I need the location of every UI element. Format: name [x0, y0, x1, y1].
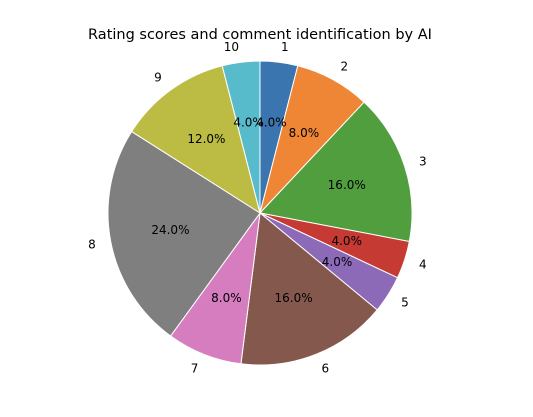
pct-label-10: 4.0%	[233, 116, 264, 130]
pct-label-2: 8.0%	[289, 126, 320, 140]
pct-label-9: 12.0%	[187, 132, 225, 146]
category-label-2: 2	[341, 59, 349, 73]
category-label-9: 9	[154, 71, 162, 85]
pct-label-5: 4.0%	[322, 255, 353, 269]
category-label-6: 6	[322, 361, 330, 375]
category-label-5: 5	[401, 296, 409, 310]
chart-title: Rating scores and comment identification…	[88, 27, 432, 43]
pie-slice-10	[221, 60, 261, 214]
pct-label-8: 24.0%	[151, 223, 189, 237]
category-label-4: 4	[419, 258, 427, 272]
category-label-8: 8	[88, 237, 96, 251]
category-label-1: 1	[281, 40, 289, 54]
category-label-7: 7	[191, 361, 199, 375]
pct-label-6: 16.0%	[275, 291, 313, 305]
category-labels: 1 2 3 4 5 6 7 8 9 10	[88, 40, 427, 375]
pct-label-1: 4.0%	[256, 116, 287, 130]
pie-slice-6	[240, 212, 378, 366]
category-label-3: 3	[419, 154, 427, 168]
pie-slice-8	[107, 130, 261, 337]
category-label-10: 10	[224, 40, 239, 54]
pct-label-4: 4.0%	[331, 234, 362, 248]
pct-label-7: 8.0%	[211, 291, 242, 305]
pie-slices	[107, 60, 413, 366]
percentage-labels: 4.0%8.0%16.0%4.0%4.0%16.0%8.0%24.0%12.0%…	[151, 116, 365, 305]
pie-slice-9	[130, 65, 261, 215]
pie-slice-3	[259, 101, 413, 243]
pct-label-3: 16.0%	[328, 178, 366, 192]
